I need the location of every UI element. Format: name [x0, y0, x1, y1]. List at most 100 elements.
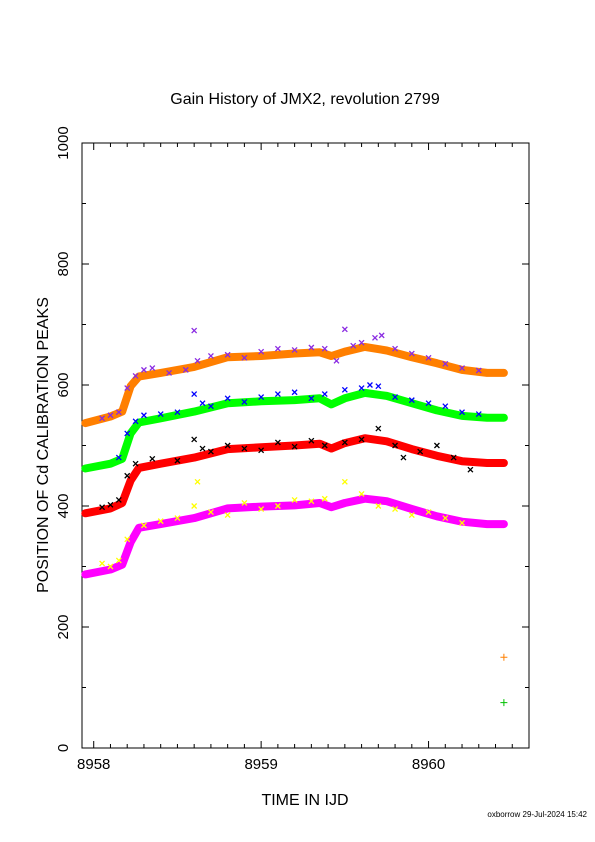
data-point	[224, 512, 231, 519]
data-point	[207, 403, 214, 410]
data-point	[459, 519, 465, 526]
data-point	[350, 342, 357, 349]
series-line	[81, 494, 508, 579]
data-point	[140, 522, 147, 529]
data-point	[174, 457, 181, 464]
data-point	[375, 503, 382, 509]
data-point	[291, 389, 298, 396]
data-point	[392, 506, 399, 512]
data-point	[124, 472, 131, 479]
data-point	[241, 445, 248, 452]
data-point	[140, 412, 147, 419]
series-5	[115, 382, 482, 461]
axis-ticks	[82, 142, 530, 749]
data-point	[191, 391, 198, 398]
y-tick-label: 400	[55, 493, 72, 518]
data-point	[459, 365, 465, 372]
data-point	[115, 557, 122, 564]
series-line	[81, 342, 508, 428]
data-point	[442, 360, 449, 367]
data-point	[475, 367, 482, 374]
data-point	[194, 478, 201, 485]
data-point	[124, 385, 131, 391]
data-point	[258, 447, 265, 454]
data-point	[392, 345, 399, 352]
data-point	[500, 653, 508, 661]
data-point	[291, 496, 298, 503]
data-point	[174, 409, 181, 416]
data-point	[433, 442, 440, 449]
y-tick-label: 200	[55, 614, 72, 639]
x-tick-label: 8958	[77, 756, 110, 773]
data-point	[182, 366, 189, 373]
data-point	[99, 560, 106, 567]
data-point	[459, 409, 465, 416]
data-point	[224, 395, 231, 402]
data-point	[408, 397, 415, 404]
data-point	[475, 411, 482, 417]
data-point	[274, 439, 281, 446]
data-point	[258, 394, 265, 401]
x-tick-label: 8960	[412, 756, 445, 773]
series-line	[81, 434, 508, 518]
data-point	[274, 345, 281, 352]
data-point	[358, 490, 365, 497]
data-point	[166, 369, 173, 376]
data-point	[191, 436, 198, 443]
data-point	[115, 496, 122, 503]
data-point	[157, 411, 164, 417]
series-3	[81, 494, 508, 579]
data-point	[392, 442, 399, 449]
data-point	[321, 391, 328, 398]
data-point	[199, 445, 206, 452]
y-tick-label: 0	[55, 744, 72, 752]
series-0	[81, 342, 508, 428]
data-point	[99, 415, 106, 422]
data-point	[341, 386, 348, 393]
series-layer	[81, 326, 508, 707]
data-point	[157, 518, 164, 525]
data-point	[308, 395, 315, 402]
data-point	[149, 455, 156, 462]
data-point	[408, 350, 415, 357]
data-point	[291, 443, 298, 450]
data-point	[308, 344, 315, 351]
chart-title: Gain History of JMX2, revolution 2799	[170, 91, 440, 108]
data-point	[358, 339, 365, 346]
data-point	[274, 503, 281, 509]
data-point	[341, 326, 348, 333]
y-tick-label: 600	[55, 372, 72, 397]
data-point	[241, 398, 248, 405]
data-point	[321, 442, 328, 449]
data-point	[191, 327, 198, 334]
data-point	[417, 448, 424, 455]
series-2	[81, 434, 508, 518]
data-point	[375, 383, 382, 390]
data-point	[258, 348, 265, 355]
data-point	[321, 345, 328, 352]
data-point	[174, 515, 181, 522]
data-point	[124, 430, 131, 437]
data-point	[224, 442, 231, 449]
x-axis-label: TIME IN IJD	[261, 792, 348, 809]
y-tick-label: 1000	[55, 126, 72, 159]
data-point	[194, 357, 201, 364]
data-point	[241, 500, 248, 506]
data-point	[425, 400, 432, 407]
data-point	[132, 418, 139, 425]
tick-labels: 0 200 400 600 800 1000 8958 8959 8960	[55, 126, 445, 773]
data-point	[358, 385, 365, 391]
data-point	[115, 409, 122, 416]
data-point	[341, 478, 348, 485]
data-point	[207, 509, 214, 516]
series-9	[500, 699, 508, 707]
series-7	[99, 478, 465, 570]
data-point	[291, 346, 298, 353]
data-point	[450, 454, 457, 461]
y-tick-label: 800	[55, 251, 72, 276]
data-point	[500, 699, 508, 707]
data-point	[400, 454, 407, 461]
data-point	[207, 448, 214, 455]
data-point	[425, 354, 432, 361]
